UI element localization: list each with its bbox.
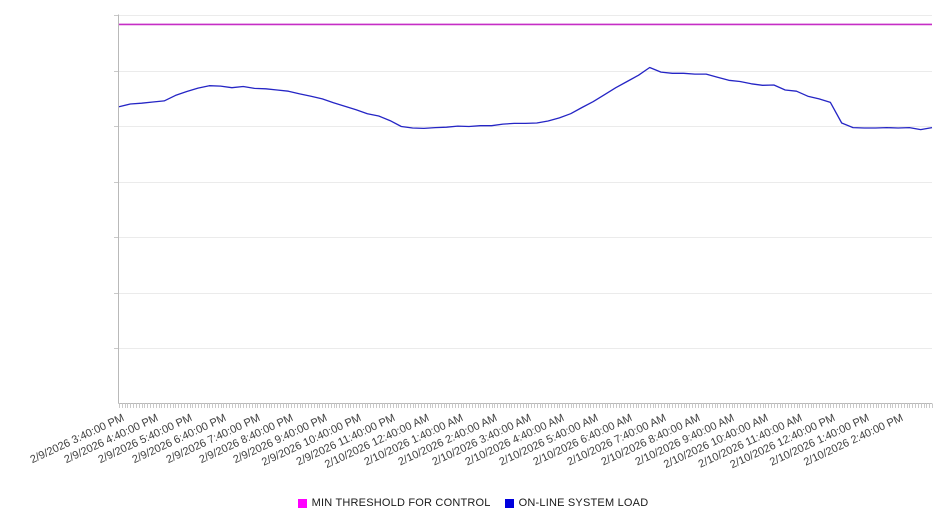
legend-item-min-threshold[interactable]: MIN THRESHOLD FOR CONTROL	[297, 497, 491, 509]
chart-legend: MIN THRESHOLD FOR CONTROL ON-LINE SYSTEM…	[0, 497, 946, 509]
min-threshold-swatch-icon	[297, 498, 307, 508]
on-line-system-load-line	[118, 66, 933, 131]
legend-item-system-load[interactable]: ON-LINE SYSTEM LOAD	[504, 497, 649, 509]
legend-label-system-load: ON-LINE SYSTEM LOAD	[518, 497, 649, 509]
legend-label-min-threshold: MIN THRESHOLD FOR CONTROL	[311, 497, 491, 509]
system-load-swatch-icon	[504, 498, 514, 508]
